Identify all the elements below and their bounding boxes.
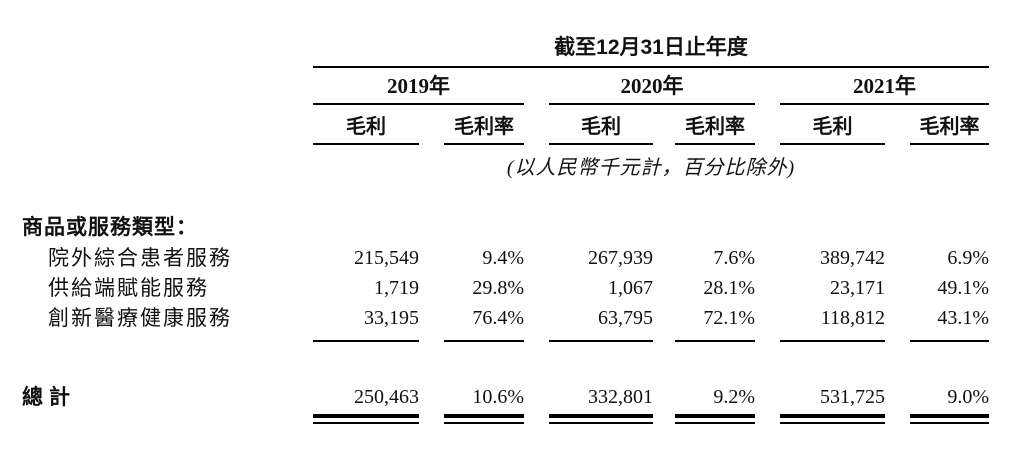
total-value-cell: 332,801 [588,386,653,408]
year-group-header-row: 2019年 2020年 2021年 [0,68,1032,105]
row-label: 創新醫療健康服務 [48,306,232,330]
table-row-out-of-hospital-services: 院外綜合患者服務 215,549 9.4% 267,939 7.6% 389,7… [0,243,1032,273]
row-label: 院外綜合患者服務 [48,246,232,270]
value-cell: 6.9% [947,247,989,269]
col-header-gross-profit-2020: 毛利 [549,110,653,145]
row-label: 供給端賦能服務 [48,276,209,300]
total-value-cell: 531,725 [820,386,885,408]
value-cell: 43.1% [937,307,989,329]
period-title: 截至12月31日止年度 [313,31,989,68]
total-double-rule-row [0,414,1032,424]
value-cell: 23,171 [830,277,885,299]
rule-line [313,333,419,342]
value-cell: 49.1% [937,277,989,299]
table-header-period: 截至12月31日止年度 [0,28,1032,68]
year-header-2021: 2021年 [780,70,989,105]
total-row: 總計 250,463 10.6% 332,801 9.2% 531,725 9.… [0,384,1032,411]
rule-line [675,333,755,342]
total-label: 總計 [22,386,76,409]
col-header-gross-profit-2021: 毛利 [780,110,885,145]
value-cell: 33,195 [364,307,419,329]
value-cell: 267,939 [588,247,653,269]
total-value-cell: 9.2% [713,386,755,408]
col-header-gross-margin-2020: 毛利率 [675,110,755,145]
total-value-cell: 250,463 [354,386,419,408]
col-header-gross-profit-2019: 毛利 [313,110,419,145]
total-value-cell: 10.6% [472,386,524,408]
category-header: 商品或服務類型： [22,216,198,239]
unit-note-row: (以人民幣千元計，百分比除外) [0,145,1032,185]
value-cell: 28.1% [703,277,755,299]
value-cell: 215,549 [354,247,419,269]
col-header-gross-margin-2021: 毛利率 [910,110,989,145]
rule-line [910,333,989,342]
value-cell: 72.1% [703,307,755,329]
subtotal-rule-row [0,333,1032,342]
value-cell: 1,067 [608,277,653,299]
double-rule [313,414,419,424]
year-header-2020: 2020年 [549,70,755,105]
value-cell: 1,719 [374,277,419,299]
unit-note: (以人民幣千元計，百分比除外) [506,156,796,179]
value-cell: 63,795 [598,307,653,329]
double-rule [910,414,989,424]
value-cell: 9.4% [482,247,524,269]
double-rule [780,414,885,424]
table-row-innovative-healthcare: 創新醫療健康服務 33,195 76.4% 63,795 72.1% 118,8… [0,303,1032,333]
col-header-gross-margin-2019: 毛利率 [444,110,524,145]
value-cell: 29.8% [472,277,524,299]
table-row-supply-side-enablement: 供給端賦能服務 1,719 29.8% 1,067 28.1% 23,171 4… [0,273,1032,303]
double-rule [675,414,755,424]
value-cell: 118,812 [820,307,885,329]
column-header-row: 毛利 毛利率 毛利 毛利率 毛利 毛利率 [0,105,1032,145]
category-header-row: 商品或服務類型： [0,213,1032,243]
year-header-2019: 2019年 [313,70,524,105]
rule-line [780,333,885,342]
double-rule [444,414,524,424]
value-cell: 76.4% [472,307,524,329]
total-value-cell: 9.0% [947,386,989,408]
value-cell: 7.6% [713,247,755,269]
double-rule [549,414,653,424]
value-cell: 389,742 [820,247,885,269]
rule-line [549,333,653,342]
rule-line [444,333,524,342]
